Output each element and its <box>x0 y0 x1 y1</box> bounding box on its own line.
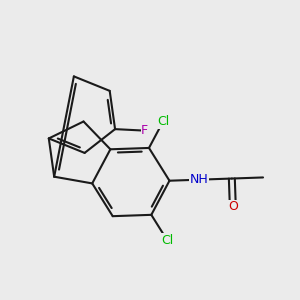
Text: Cl: Cl <box>157 115 169 128</box>
Text: O: O <box>228 200 238 213</box>
Text: F: F <box>141 124 148 137</box>
Text: Cl: Cl <box>161 233 173 247</box>
Text: NH: NH <box>190 173 208 186</box>
